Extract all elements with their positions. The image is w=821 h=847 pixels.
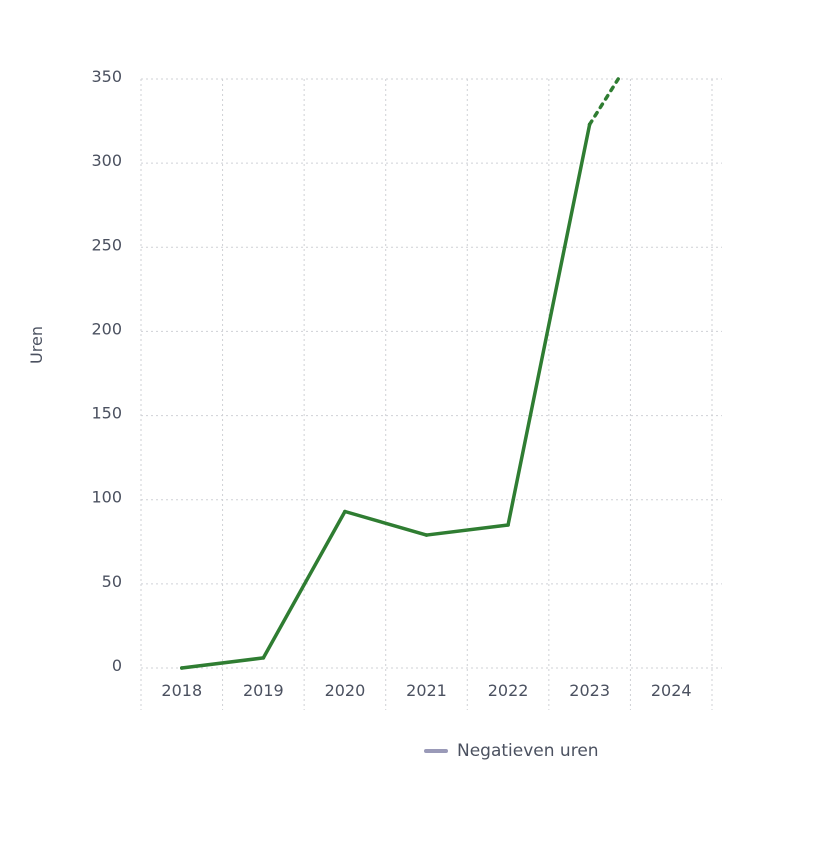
legend[interactable]: Negatieven uren <box>424 741 599 761</box>
data-point-2019 <box>261 656 266 660</box>
grid <box>140 78 722 710</box>
x-tick-label-2021: 2021 <box>406 681 447 700</box>
y-axis-title: Uren <box>27 326 46 364</box>
data-point-2020 <box>343 509 347 514</box>
y-tick-label-50: 50 <box>102 572 122 591</box>
x-tick-label-2020: 2020 <box>325 681 366 700</box>
x-tick-label-2022: 2022 <box>488 681 529 700</box>
series-group <box>179 77 620 670</box>
series-line-0 <box>180 122 592 670</box>
y-axis: 0 50 100 150 200 250 300 350 <box>91 67 122 675</box>
y-tick-label-150: 150 <box>91 404 122 423</box>
data-point-2018 <box>179 666 184 670</box>
legend-label: Negatieven uren <box>457 741 599 761</box>
x-tick-label-2019: 2019 <box>243 681 284 700</box>
data-point-2021 <box>424 533 429 537</box>
x-tick-label-2023: 2023 <box>569 681 610 700</box>
y-tick-label-350: 350 <box>91 67 122 86</box>
legend-swatch <box>424 749 448 753</box>
y-tick-label-0: 0 <box>112 656 122 675</box>
y-tick-label-250: 250 <box>91 235 122 254</box>
x-tick-label-2024: 2024 <box>651 681 692 700</box>
y-tick-label-100: 100 <box>91 488 122 507</box>
y-tick-label-200: 200 <box>91 319 122 338</box>
y-tick-label-300: 300 <box>91 151 122 170</box>
x-axis: 2018 2019 2020 2021 2022 2023 2024 <box>161 681 691 700</box>
projection-line-0 <box>587 77 620 127</box>
x-tick-label-2018: 2018 <box>161 681 202 700</box>
data-point-2022 <box>506 523 510 527</box>
